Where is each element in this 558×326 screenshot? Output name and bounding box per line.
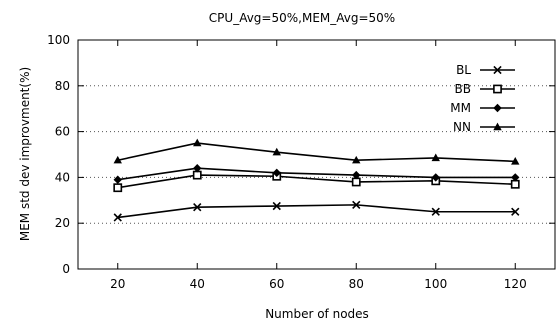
series-bl (113, 200, 520, 222)
x-tick-label: 60 (269, 277, 284, 291)
marker-stroke (352, 200, 361, 210)
series-group (113, 138, 520, 222)
data-point-bl (511, 207, 520, 216)
marker-stroke (493, 65, 502, 75)
grid-lines (78, 85, 555, 224)
data-point-bl (113, 213, 122, 222)
series-nn (113, 138, 520, 165)
data-point-nn (113, 155, 122, 164)
legend-item-nn: NN (453, 120, 515, 134)
legend: BL BB MM NN (450, 63, 515, 134)
legend-marker-nn (493, 122, 502, 131)
data-point-nn (272, 147, 281, 156)
legend-marker-bl (493, 65, 502, 75)
data-point-bb (192, 170, 202, 180)
x-axis-label: Number of nodes (265, 307, 369, 321)
legend-marker-bb (493, 84, 502, 94)
data-point-mm (352, 170, 361, 180)
legend-label-mm: MM (450, 101, 471, 115)
data-point-bb (351, 177, 361, 187)
data-point-mm (193, 164, 202, 173)
plot-frame (77, 39, 556, 270)
x-tick-label: 80 (349, 277, 364, 291)
marker-stroke (113, 213, 122, 222)
data-point-bl (193, 203, 202, 212)
data-point-mm (511, 173, 520, 182)
data-point-mm (113, 175, 122, 184)
x-tick-label: 100 (424, 277, 447, 291)
data-point-bb (113, 183, 123, 193)
data-point-bl (272, 201, 281, 211)
data-point-bb (510, 179, 520, 189)
legend-label-bl: BL (456, 63, 471, 77)
marker-stroke (511, 207, 520, 216)
y-tick-label: 100 (47, 33, 70, 47)
data-point-nn (431, 153, 440, 162)
series-line-bb (117, 174, 516, 189)
data-point-mm (272, 168, 281, 178)
legend-item-mm: MM (450, 101, 515, 115)
y-tick-label: 40 (55, 170, 70, 184)
marker-stroke (193, 203, 202, 212)
y-tick-label: 20 (55, 216, 70, 230)
data-point-nn (193, 138, 202, 147)
chart-title: CPU_Avg=50%,MEM_Avg=50% (209, 11, 395, 25)
series-line-bl (117, 204, 516, 219)
x-tick-label: 40 (190, 277, 205, 291)
y-tick-label: 0 (62, 262, 70, 276)
data-point-mm (431, 173, 440, 182)
y-tick-label: 60 (55, 125, 70, 139)
data-point-nn (352, 155, 361, 164)
data-point-bl (431, 207, 440, 216)
axes: 0 20 40 60 80 100 20 40 60 80 100 120 (47, 33, 556, 291)
legend-item-bb: BB (455, 82, 515, 96)
legend-marker-mm (493, 103, 502, 113)
marker-stroke (431, 207, 440, 216)
series-line-mm (117, 167, 516, 181)
series-mm (113, 164, 520, 184)
series-line-nn (117, 142, 516, 163)
legend-label-bb: BB (455, 82, 471, 96)
y-tick-label: 80 (55, 79, 70, 93)
legend-label-nn: NN (453, 120, 471, 134)
legend-item-bl: BL (456, 63, 515, 77)
data-point-nn (511, 156, 520, 165)
y-axis-label: MEM std dev improvment(%) (18, 67, 32, 241)
data-point-bl (352, 200, 361, 210)
marker-stroke (272, 201, 281, 211)
x-tick-label: 120 (504, 277, 527, 291)
x-tick-label: 20 (110, 277, 125, 291)
